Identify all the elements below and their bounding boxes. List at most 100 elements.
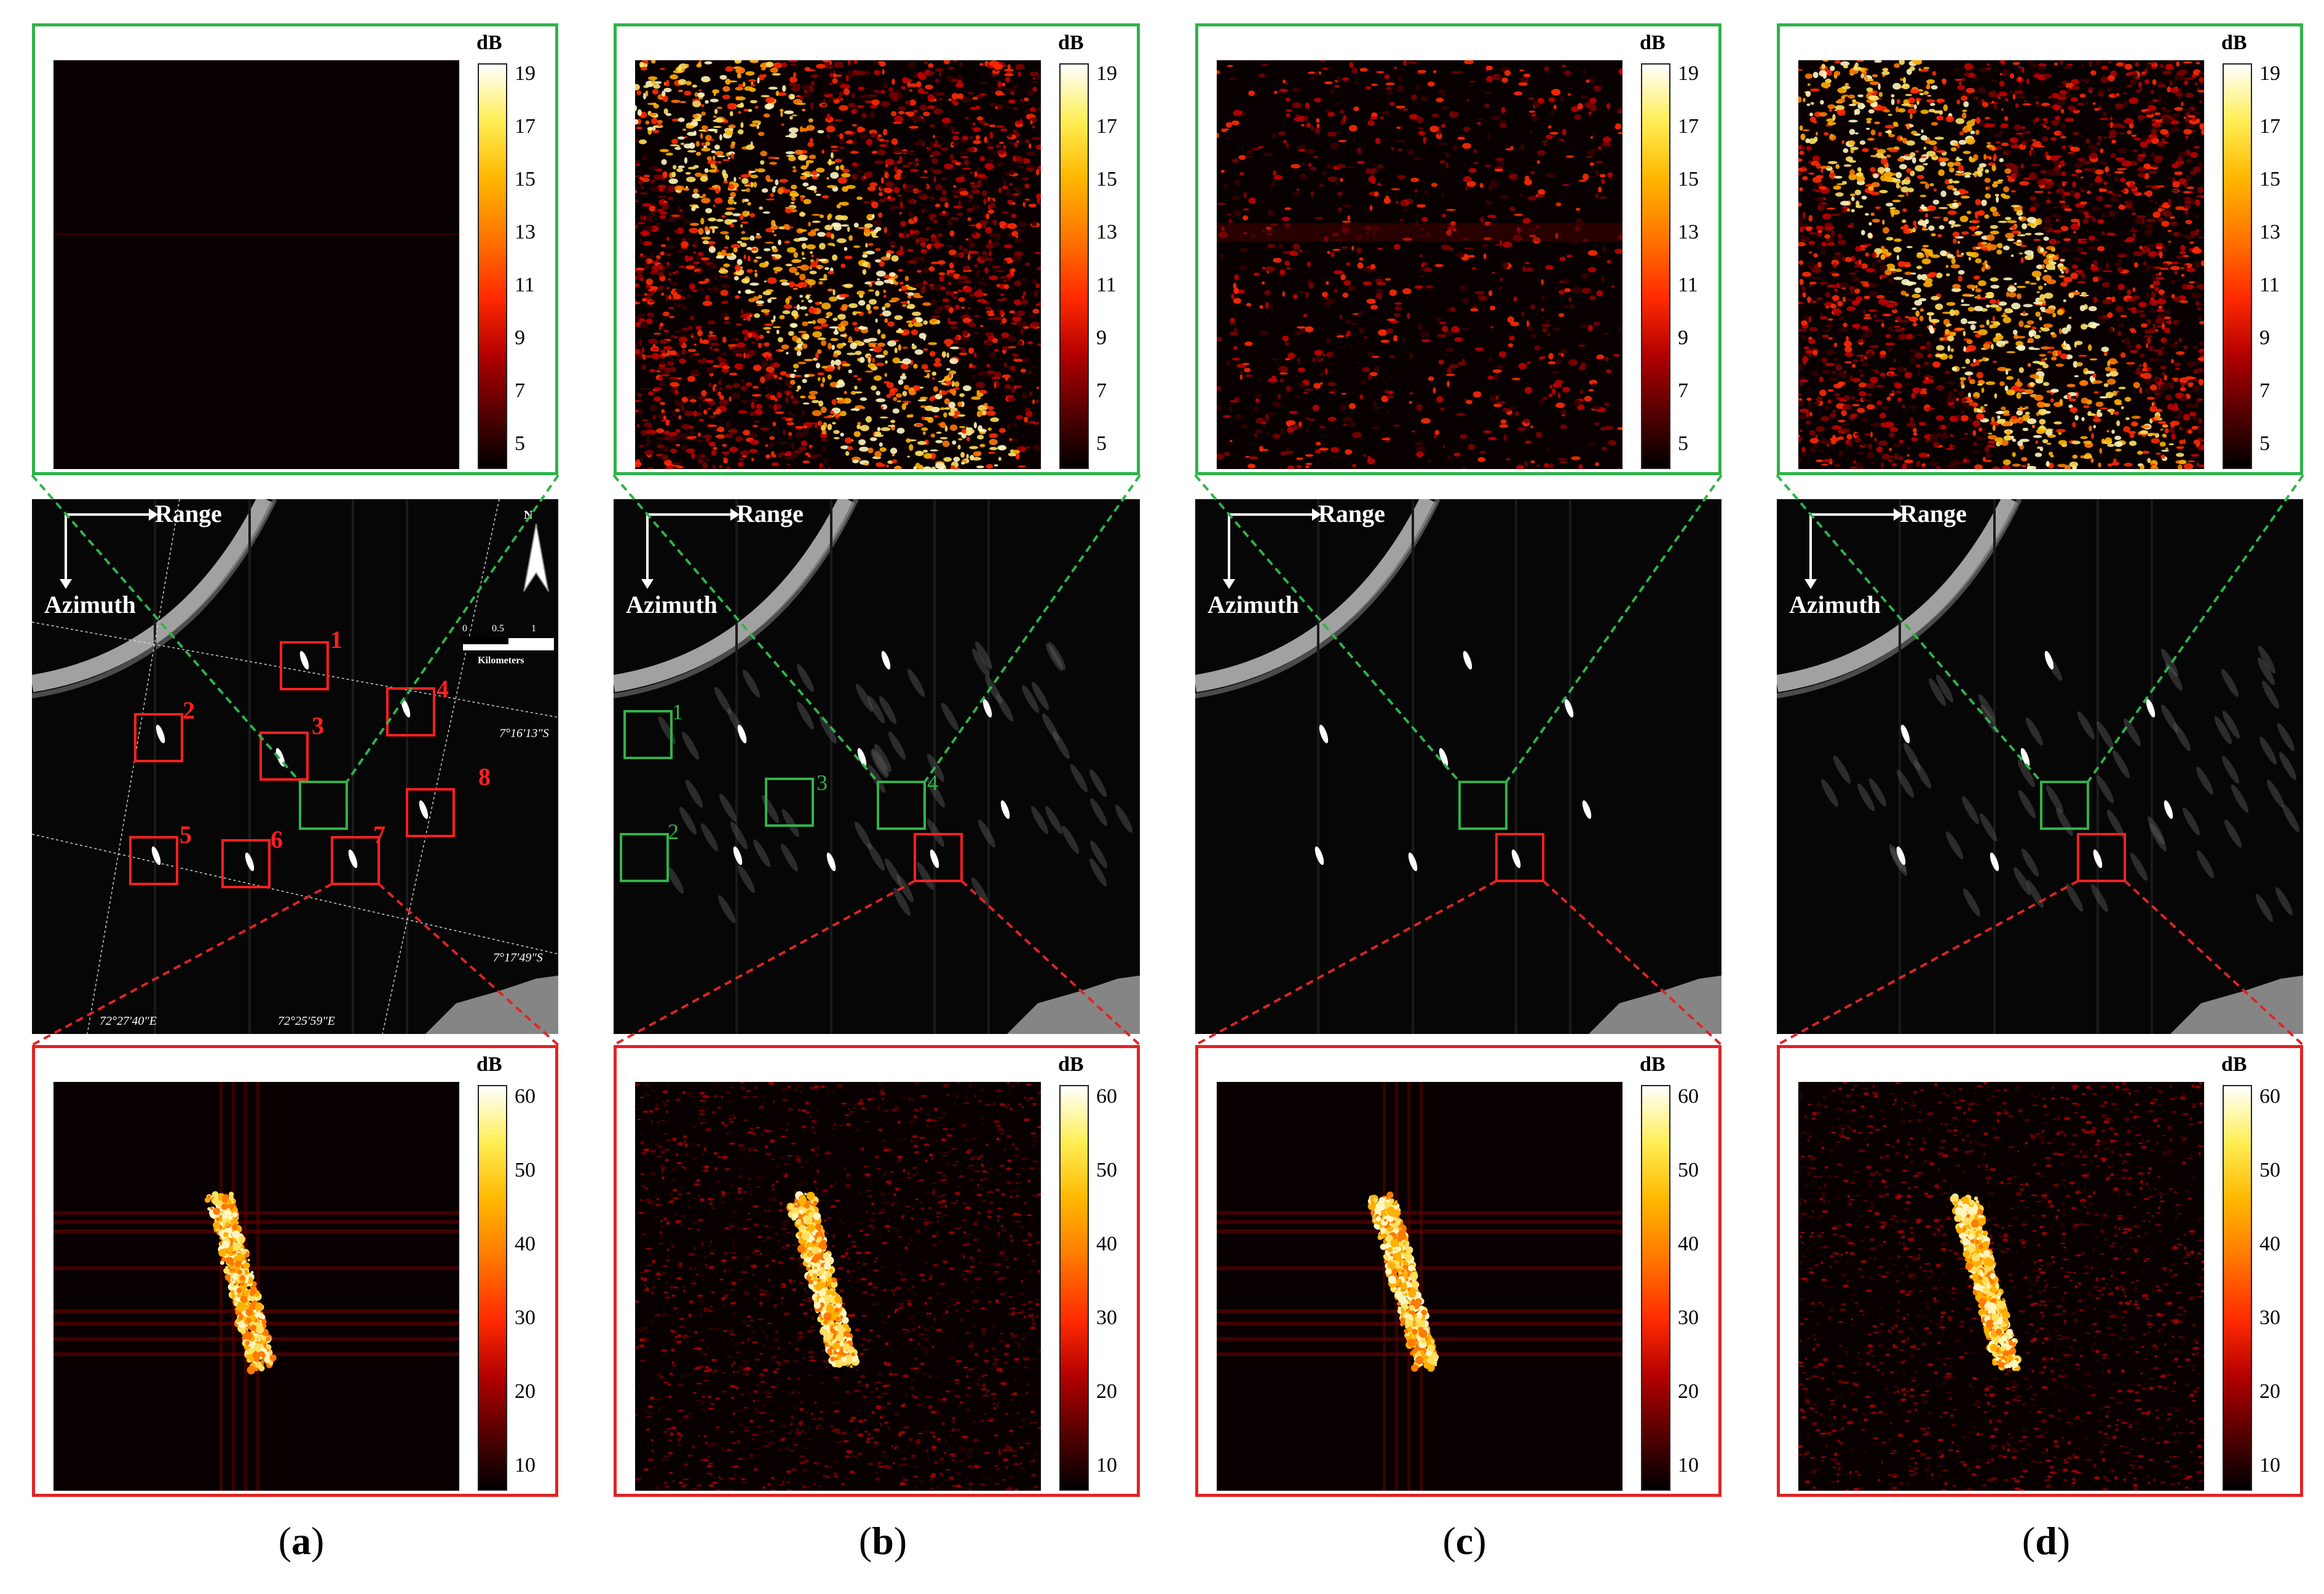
noise — [756, 1358, 760, 1361]
speckle — [678, 136, 685, 140]
noise — [995, 1300, 999, 1303]
speckle — [724, 211, 733, 216]
speckle — [1018, 138, 1022, 145]
speckle — [671, 172, 676, 178]
speckle — [834, 61, 844, 68]
speckle — [764, 242, 774, 244]
noise — [711, 1291, 714, 1293]
speckle — [695, 325, 702, 331]
noise — [692, 1368, 698, 1370]
speckle — [840, 202, 849, 206]
noise — [986, 1143, 989, 1146]
speckle — [797, 154, 807, 161]
ship-scatter — [245, 1302, 248, 1306]
noise — [654, 1314, 661, 1317]
speckle — [733, 276, 739, 281]
noise — [730, 1363, 735, 1367]
speckle — [978, 371, 987, 377]
noise — [671, 1167, 678, 1171]
scale-tick: 0.5 — [492, 623, 504, 634]
speckle — [1012, 85, 1018, 89]
speckle — [684, 410, 689, 416]
noise — [677, 1312, 679, 1315]
noise — [786, 1489, 792, 1491]
speckle — [1021, 177, 1029, 181]
noise — [641, 1173, 644, 1175]
speckle — [857, 422, 861, 425]
noise — [797, 1183, 801, 1187]
speckle — [788, 385, 792, 388]
noise — [868, 1224, 874, 1228]
speckle — [732, 347, 740, 355]
speckle — [907, 456, 911, 458]
noise — [877, 1082, 883, 1085]
speckle — [837, 314, 846, 320]
noise — [887, 1427, 891, 1430]
noise — [846, 1249, 850, 1250]
speckle — [894, 116, 903, 122]
speckle — [640, 215, 644, 221]
speckle — [689, 353, 694, 359]
speckle — [875, 290, 880, 297]
speckle — [913, 466, 917, 469]
noise — [703, 1379, 709, 1382]
speckle — [786, 422, 794, 425]
speckle — [730, 392, 741, 399]
noise — [723, 1269, 727, 1272]
speckle — [648, 76, 658, 81]
speckle — [695, 271, 701, 274]
bottom-zoom-box: dB 60 50 40 30 20 10 — [32, 1045, 558, 1497]
speckle — [962, 250, 966, 254]
noise — [936, 1220, 939, 1222]
noise — [684, 1167, 687, 1169]
speckle — [771, 462, 780, 467]
speckle — [759, 334, 764, 339]
speckle — [638, 255, 647, 258]
speckle — [957, 414, 966, 417]
noise — [657, 1278, 661, 1280]
speckle — [748, 350, 755, 357]
noise — [951, 1148, 957, 1150]
speckle — [783, 429, 786, 435]
noise — [980, 1388, 987, 1391]
speckle — [705, 226, 708, 232]
noise — [966, 1332, 970, 1335]
speckle — [635, 175, 642, 178]
noise — [931, 1244, 938, 1247]
speckle — [708, 246, 716, 253]
noise — [994, 1349, 997, 1352]
speckle — [680, 143, 685, 145]
speckle — [733, 382, 740, 389]
noise — [995, 1089, 1002, 1092]
noise — [786, 1481, 791, 1483]
speckle — [992, 219, 997, 226]
noise — [849, 1419, 854, 1422]
noise — [891, 1201, 898, 1204]
speckle — [891, 297, 900, 301]
noise — [710, 1207, 716, 1210]
speckle — [1011, 353, 1019, 357]
speckle — [659, 285, 664, 291]
noise — [771, 1259, 775, 1263]
noise — [740, 1394, 745, 1396]
speckle — [717, 155, 725, 157]
speckle — [666, 361, 674, 366]
speckle — [819, 214, 824, 218]
speckle — [752, 425, 759, 427]
speckle — [840, 445, 849, 449]
speckle — [927, 417, 934, 423]
speckle — [653, 84, 660, 89]
noise — [679, 1375, 686, 1378]
noise — [1003, 1466, 1006, 1469]
speckle — [749, 171, 754, 173]
speckle — [857, 377, 862, 381]
noise — [1001, 1193, 1005, 1196]
speckle — [727, 198, 734, 205]
speckle — [903, 183, 907, 190]
noise — [1027, 1244, 1032, 1246]
noise — [791, 1415, 794, 1419]
noise — [952, 1164, 958, 1167]
noise — [737, 1190, 741, 1194]
speckle — [951, 78, 959, 82]
noise — [917, 1403, 922, 1406]
